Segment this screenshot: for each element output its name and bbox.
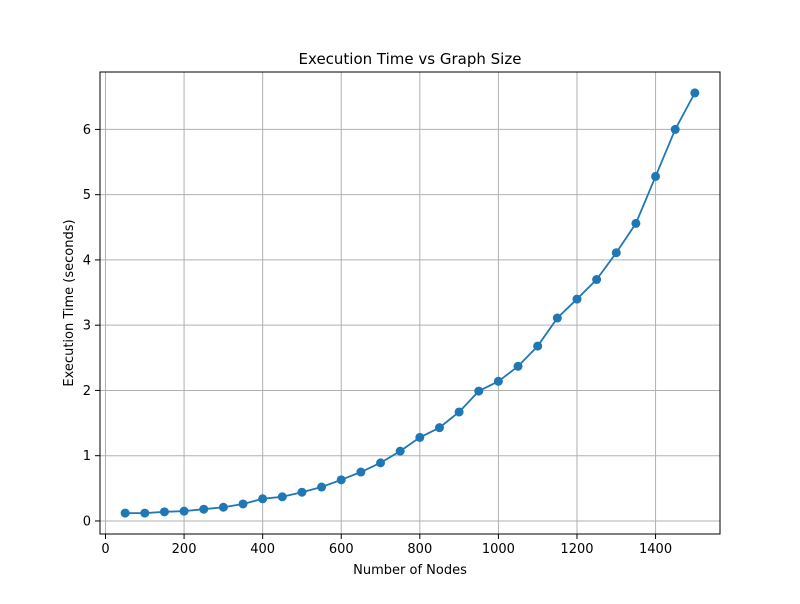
data-point [199, 504, 209, 514]
axis-ticks: 0 200 400 600 800 1000 1200 1400 0 1 2 3 4 5 6 [83, 123, 672, 557]
series-layer [120, 88, 700, 518]
x-tick-label: 1200 [560, 542, 593, 557]
data-point [611, 248, 621, 258]
y-tick-label: 6 [83, 123, 91, 138]
x-tick-label: 800 [407, 542, 432, 557]
data-point [454, 407, 464, 417]
data-point [159, 507, 169, 517]
data-point [356, 467, 366, 477]
plot-frame [99, 71, 721, 535]
x-tick-label: 1400 [639, 542, 672, 557]
y-tick-label: 2 [83, 384, 91, 399]
data-point [690, 88, 700, 98]
data-point [395, 446, 405, 456]
y-tick-label: 1 [83, 449, 91, 464]
x-tick-label: 0 [101, 542, 109, 557]
data-point [415, 432, 425, 442]
x-tick-label: 1000 [482, 542, 515, 557]
y-axis-label: Execution Time (seconds) [62, 219, 77, 386]
y-tick-label: 3 [83, 319, 91, 334]
x-tick-label: 400 [250, 542, 275, 557]
data-point [513, 361, 523, 371]
data-point [474, 386, 484, 396]
data-point [592, 275, 602, 285]
y-tick-label: 5 [83, 188, 91, 203]
data-point [670, 124, 680, 134]
data-point [238, 499, 248, 509]
data-point [120, 508, 130, 518]
plot-background [100, 72, 720, 534]
data-point [258, 494, 268, 504]
data-point [277, 492, 287, 502]
data-point [552, 313, 562, 323]
x-tick-label: 200 [172, 542, 197, 557]
data-point [434, 423, 444, 433]
data-point [651, 171, 661, 181]
data-point [533, 341, 543, 351]
data-point [317, 482, 327, 492]
data-point [297, 487, 307, 497]
x-axis-label: Number of Nodes [353, 563, 467, 578]
data-point [336, 475, 346, 485]
data-point [179, 506, 189, 516]
data-point [493, 376, 503, 386]
data-point [140, 508, 150, 518]
x-tick-label: 600 [329, 542, 354, 557]
grid [100, 72, 720, 534]
data-point [572, 294, 582, 304]
y-tick-label: 4 [83, 253, 91, 268]
chart-title: Execution Time vs Graph Size [299, 50, 522, 68]
y-tick-label: 0 [83, 514, 91, 529]
data-point [376, 458, 386, 468]
data-point [631, 218, 641, 228]
data-point [218, 502, 228, 512]
